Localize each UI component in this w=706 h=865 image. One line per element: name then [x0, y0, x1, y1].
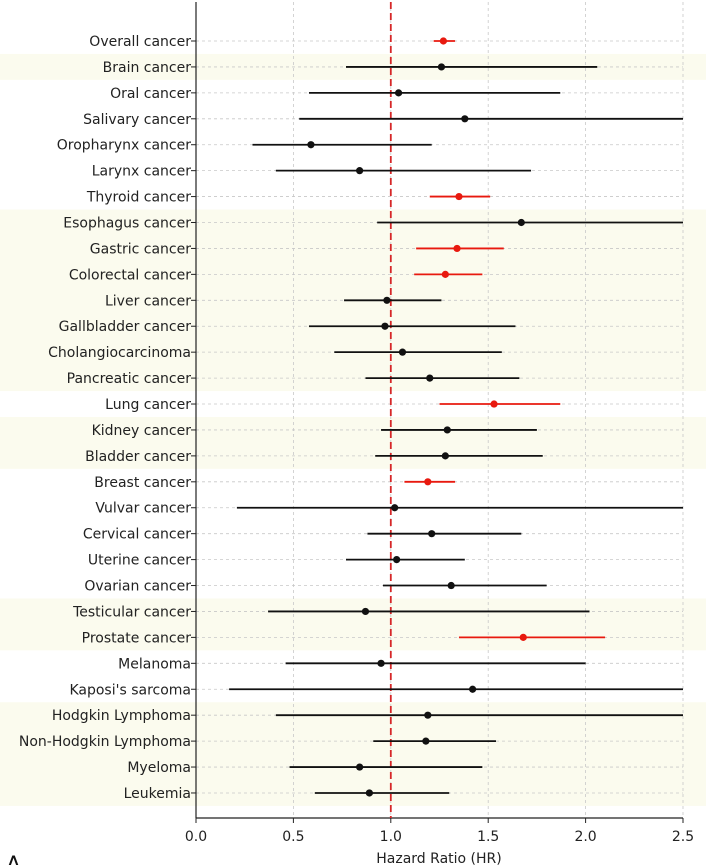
row-label-pancreatic-cancer: Pancreatic cancer [67, 371, 192, 387]
row-label-testicular-cancer: Testicular cancer [72, 604, 191, 620]
row-label-non-hodgkin-lymphoma: Non-Hodgkin Lymphoma [19, 734, 191, 750]
grid [195, 2, 684, 818]
hr-point-liver-cancer [383, 296, 391, 304]
hr-point-breast-cancer [424, 478, 432, 486]
hr-point-uterine-cancer [393, 556, 401, 564]
hazard-ratio-points [307, 37, 527, 797]
axes [191, 2, 684, 823]
row-label-myeloma: Myeloma [127, 760, 191, 776]
row-label-prostate-cancer: Prostate cancer [82, 630, 192, 646]
row-label-overall-cancer: Overall cancer [89, 34, 191, 50]
x-tick-label-4: 2.0 [574, 829, 596, 845]
row-label-larynx-cancer: Larynx cancer [92, 164, 191, 180]
confidence-intervals [229, 40, 683, 794]
x-tick-label-5: 2.5 [672, 829, 694, 845]
hr-point-lung-cancer [490, 400, 498, 408]
row-label-breast-cancer: Breast cancer [94, 475, 191, 491]
hr-point-prostate-cancer [519, 633, 527, 641]
hr-point-colorectal-cancer [441, 270, 449, 278]
hr-point-brain-cancer [437, 63, 446, 71]
hr-point-overall-cancer [439, 37, 447, 45]
hr-point-non-hodgkin-lymphoma [422, 737, 430, 745]
hr-point-leukemia [365, 789, 373, 797]
row-label-cholangiocarcinoma: Cholangiocarcinoma [48, 345, 191, 361]
row-label-salivary-cancer: Salivary cancer [83, 112, 191, 128]
row-label-brain-cancer: Brain cancer [103, 60, 192, 76]
hr-point-kidney-cancer [443, 426, 451, 434]
row-label-oropharynx-cancer: Oropharynx cancer [57, 138, 191, 154]
x-tick-label-2: 1.0 [380, 829, 402, 845]
row-label-uterine-cancer: Uterine cancer [88, 553, 191, 569]
row-band-3 [0, 598, 706, 651]
row-label-lung-cancer: Lung cancer [105, 397, 191, 413]
panel-letter: A [6, 853, 21, 865]
row-label-ovarian-cancer: Ovarian cancer [84, 579, 191, 595]
row-label-gallbladder-cancer: Gallbladder cancer [59, 319, 192, 335]
x-tick-label-0: 0.0 [185, 829, 207, 845]
hr-point-bladder-cancer [441, 452, 449, 460]
hr-point-ovarian-cancer [447, 581, 455, 590]
x-tick-labels: 0.0 0.5 1.0 1.5 2.0 2.5 [185, 829, 694, 845]
row-label-thyroid-cancer: Thyroid cancer [86, 190, 191, 206]
row-label-cervical-cancer: Cervical cancer [83, 527, 191, 543]
row-label-hodgkin-lymphoma: Hodgkin Lymphoma [52, 708, 191, 724]
hr-point-kaposi-s-sarcoma [469, 685, 477, 693]
hr-point-hodgkin-lymphoma [424, 711, 432, 719]
row-label-colorectal-cancer: Colorectal cancer [69, 267, 191, 283]
hr-point-testicular-cancer [361, 607, 370, 616]
hr-point-oral-cancer [394, 89, 403, 97]
hr-point-gallbladder-cancer [381, 322, 389, 330]
row-label-oral-cancer: Oral cancer [110, 86, 191, 102]
hr-point-larynx-cancer [356, 167, 364, 175]
row-label-bladder-cancer: Bladder cancer [85, 449, 191, 465]
row-label-kidney-cancer: Kidney cancer [92, 423, 192, 439]
x-axis-title: Hazard Ratio (HR) [376, 851, 501, 865]
hr-point-oropharynx-cancer [307, 141, 315, 149]
row-label-kaposi-s-sarcoma: Kaposi's sarcoma [69, 682, 191, 698]
hr-point-salivary-cancer [461, 115, 469, 123]
row-band-2 [0, 416, 706, 469]
hr-point-gastric-cancer [453, 244, 461, 253]
category-labels: Overall cancer Brain cancer Oral cancer Sal… [19, 34, 191, 802]
hr-point-myeloma [356, 763, 364, 771]
row-label-leukemia: Leukemia [124, 786, 191, 802]
hr-point-cholangiocarcinoma [398, 348, 407, 356]
hr-point-esophagus-cancer [517, 218, 525, 227]
row-label-melanoma: Melanoma [118, 656, 191, 672]
x-tick-label-1: 0.5 [282, 829, 304, 845]
hr-point-cervical-cancer [428, 530, 436, 538]
hr-point-vulvar-cancer [391, 504, 399, 512]
hr-point-thyroid-cancer [455, 192, 463, 201]
hr-point-pancreatic-cancer [426, 374, 434, 382]
row-label-liver-cancer: Liver cancer [105, 293, 191, 309]
hr-point-melanoma [377, 659, 385, 667]
row-label-esophagus-cancer: Esophagus cancer [63, 216, 191, 232]
row-label-vulvar-cancer: Vulvar cancer [95, 501, 191, 517]
x-tick-label-3: 1.5 [477, 829, 499, 845]
row-label-gastric-cancer: Gastric cancer [90, 241, 191, 257]
row-band-4 [0, 702, 706, 806]
